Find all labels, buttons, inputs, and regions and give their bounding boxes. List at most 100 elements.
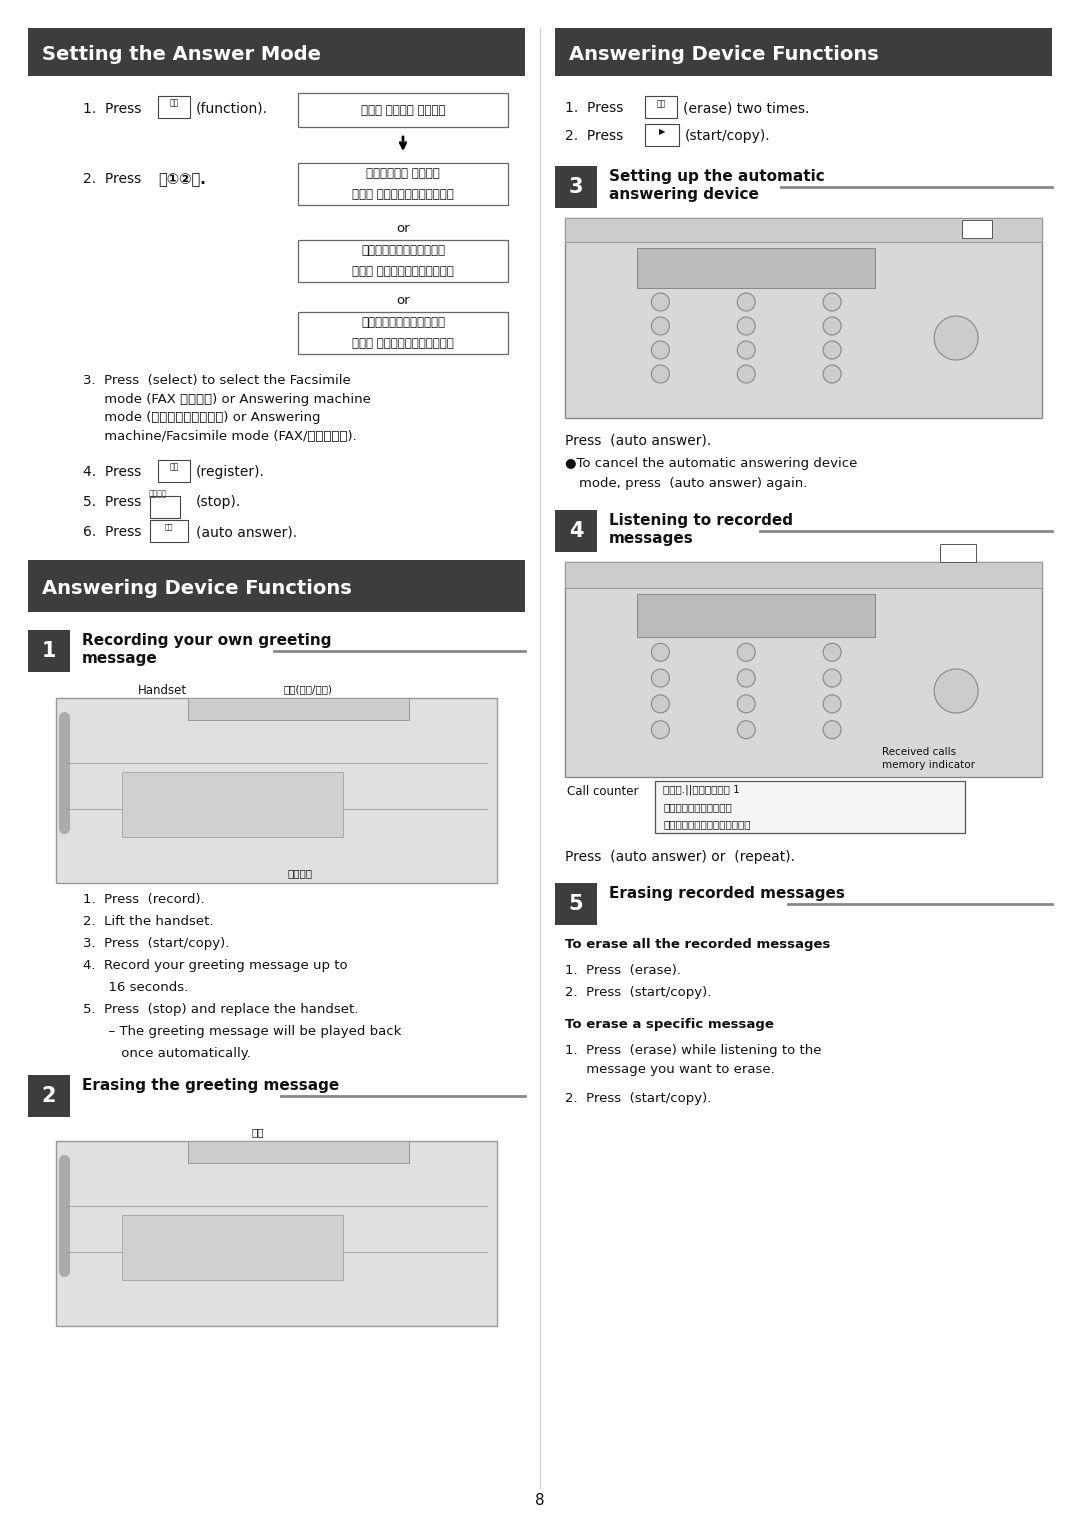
Text: 2.  Press: 2. Press xyxy=(83,173,141,186)
Bar xyxy=(636,248,875,287)
Text: (function).: (function). xyxy=(195,102,268,116)
Text: ●To cancel the automatic answering device: ●To cancel the automatic answering devic… xyxy=(565,457,858,471)
Text: Recording your own greeting: Recording your own greeting xyxy=(82,633,332,648)
Text: ルス＝ＦＡＸ／ルステ゛ン: ルス＝ＦＡＸ／ルステ゛ン xyxy=(361,316,445,329)
Circle shape xyxy=(651,721,670,738)
Circle shape xyxy=(823,695,841,714)
Text: answering device: answering device xyxy=(609,186,759,202)
Text: 機能: 機能 xyxy=(170,98,178,107)
Circle shape xyxy=(823,293,841,312)
Bar xyxy=(565,562,1042,778)
Text: 5: 5 xyxy=(569,894,583,914)
Text: 留守: 留守 xyxy=(951,550,964,559)
Circle shape xyxy=(738,695,755,714)
Circle shape xyxy=(738,721,755,738)
Circle shape xyxy=(651,669,670,688)
Bar xyxy=(962,220,993,238)
Circle shape xyxy=(823,643,841,662)
Circle shape xyxy=(934,316,978,361)
Bar xyxy=(122,1215,342,1280)
Text: 1.  Press: 1. Press xyxy=(83,102,141,116)
Bar xyxy=(158,460,190,481)
Text: 1.  Press  (erase) while listening to the
     message you want to erase.: 1. Press (erase) while listening to the … xyxy=(565,1044,822,1076)
Text: – The greeting message will be played back: – The greeting message will be played ba… xyxy=(83,1025,402,1038)
Bar xyxy=(555,510,597,552)
Text: To erase a specific message: To erase a specific message xyxy=(565,1018,774,1031)
Bar xyxy=(940,544,976,562)
Circle shape xyxy=(738,316,755,335)
Text: 2.  Press  (start/copy).: 2. Press (start/copy). xyxy=(565,1093,712,1105)
Text: Setting the Answer Mode: Setting the Answer Mode xyxy=(42,44,321,64)
Text: ルス＝ＦＡＸ センヨウ: ルス＝ＦＡＸ センヨウ xyxy=(366,167,440,180)
Text: 4.  Press: 4. Press xyxy=(83,465,141,478)
Bar xyxy=(28,28,525,76)
Bar xyxy=(150,520,188,542)
Text: 1.  Press  (record).: 1. Press (record). xyxy=(83,892,205,906)
Text: 登録: 登録 xyxy=(170,463,178,472)
Text: Erasing recorded messages: Erasing recorded messages xyxy=(609,886,845,902)
Text: Answering Device Functions: Answering Device Functions xyxy=(42,579,352,597)
Text: Answering Device Functions: Answering Device Functions xyxy=(569,44,879,64)
Text: 消去: 消去 xyxy=(252,1128,265,1137)
Text: ▶: ▶ xyxy=(659,127,665,136)
Text: 留守: 留守 xyxy=(972,226,984,235)
Text: messages: messages xyxy=(609,532,693,545)
Text: ルス＝ルステ゛ンセンヨウ: ルス＝ルステ゛ンセンヨウ xyxy=(361,244,445,257)
Circle shape xyxy=(738,643,755,662)
Text: once automatically.: once automatically. xyxy=(83,1047,251,1060)
Text: Received calls
memory indicator: Received calls memory indicator xyxy=(882,747,975,770)
Circle shape xyxy=(823,669,841,688)
Circle shape xyxy=(823,341,841,359)
Text: キノウ トウロク モード゛: キノウ トウロク モード゛ xyxy=(361,104,445,116)
Bar xyxy=(188,1141,409,1163)
Bar xyxy=(150,497,180,518)
Circle shape xyxy=(738,669,755,688)
Circle shape xyxy=(823,721,841,738)
Text: (stop).: (stop). xyxy=(195,495,241,509)
Text: 録音数.||プライベート 1: 録音数.||プライベート 1 xyxy=(663,784,740,795)
Text: (register).: (register). xyxy=(195,465,265,478)
Text: mode, press  (auto answer) again.: mode, press (auto answer) again. xyxy=(579,477,808,490)
Bar xyxy=(298,240,508,283)
Text: 2: 2 xyxy=(42,1086,56,1106)
Text: 1: 1 xyxy=(42,642,56,662)
Text: Erasing the greeting message: Erasing the greeting message xyxy=(82,1077,339,1093)
Bar xyxy=(298,163,508,205)
Text: 5.  Press  (stop) and replace the handset.: 5. Press (stop) and replace the handset. xyxy=(83,1002,359,1016)
Bar xyxy=(28,559,525,613)
Circle shape xyxy=(651,316,670,335)
Text: 2.  Lift the handset.: 2. Lift the handset. xyxy=(83,915,214,927)
Bar xyxy=(636,594,875,637)
Text: 録音(応答/通話): 録音(応答/通話) xyxy=(283,685,332,694)
Text: ［センタク，トウロク］: ［センタク，トウロク］ xyxy=(352,338,454,350)
Bar xyxy=(56,698,497,883)
Text: １０月１５日１７：３５: １０月１５日１７：３５ xyxy=(663,802,732,811)
Text: Listening to recorded: Listening to recorded xyxy=(609,513,793,529)
Text: ［センタク，トウロク］: ［センタク，トウロク］ xyxy=(352,264,454,278)
Text: message: message xyxy=(82,651,158,666)
Circle shape xyxy=(823,365,841,384)
Text: 5.  Press: 5. Press xyxy=(83,495,141,509)
Text: (start/copy).: (start/copy). xyxy=(685,128,771,144)
Bar xyxy=(565,219,1042,241)
Text: ［センタク，トウロク］: ［センタク，トウロク］ xyxy=(352,188,454,202)
Circle shape xyxy=(651,643,670,662)
Text: 消去: 消去 xyxy=(657,99,665,108)
Bar xyxy=(555,28,1052,76)
Bar xyxy=(565,219,1042,419)
Bar xyxy=(645,96,677,118)
Bar xyxy=(645,124,679,147)
Circle shape xyxy=(651,365,670,384)
Text: (erase) two times.: (erase) two times. xyxy=(683,101,809,115)
Text: 4: 4 xyxy=(569,521,583,541)
Text: 3.  Press  (start/copy).: 3. Press (start/copy). xyxy=(83,937,229,950)
Circle shape xyxy=(651,695,670,714)
Text: 1.  Press  (erase).: 1. Press (erase). xyxy=(565,964,681,976)
Text: To erase all the recorded messages: To erase all the recorded messages xyxy=(565,938,831,950)
Text: Handset: Handset xyxy=(138,685,187,697)
Text: 16 seconds.: 16 seconds. xyxy=(83,981,188,995)
Bar xyxy=(28,1076,70,1117)
Bar xyxy=(654,781,966,833)
Text: Call counter: Call counter xyxy=(567,785,638,798)
Circle shape xyxy=(738,293,755,312)
